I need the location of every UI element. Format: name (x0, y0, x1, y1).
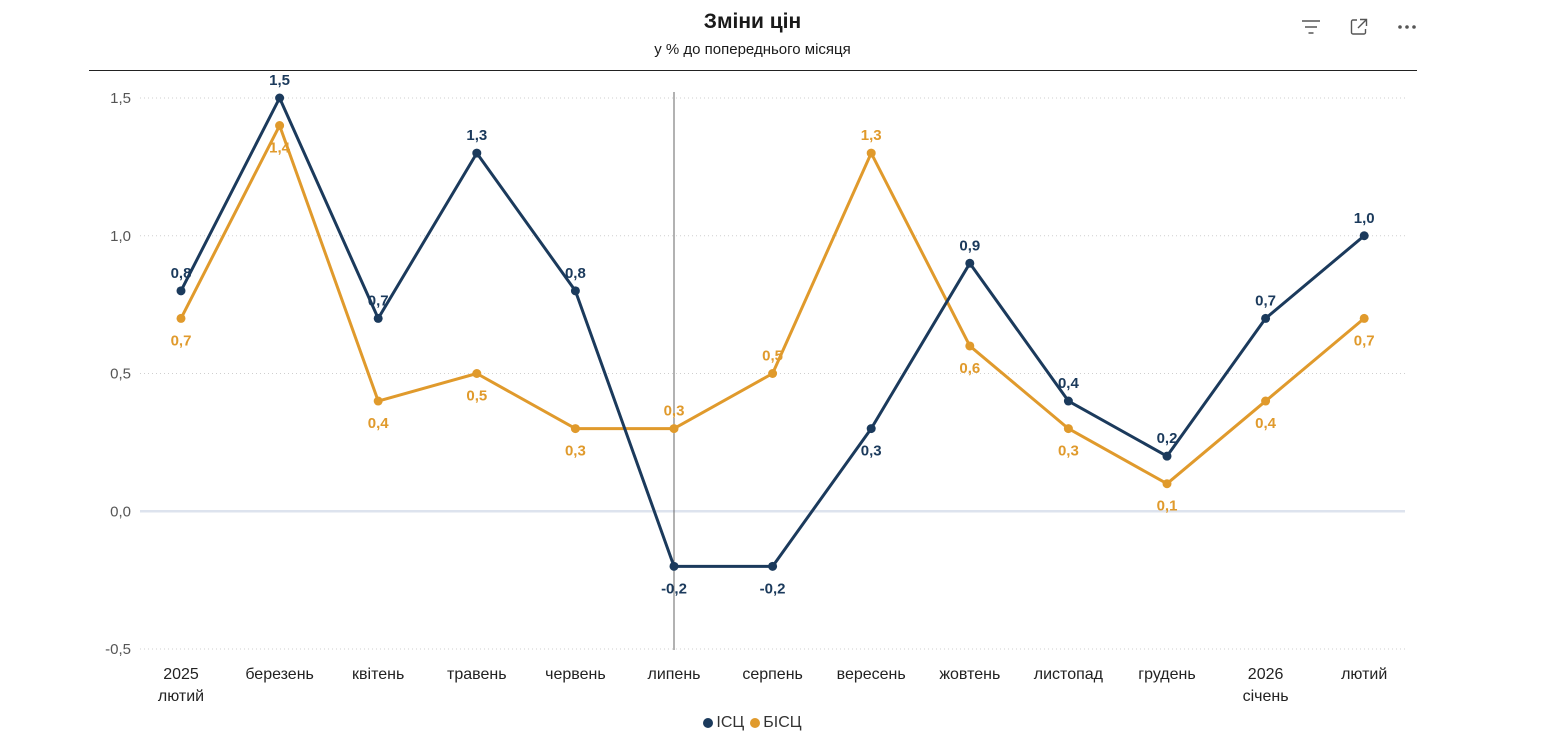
x-tick-label: листопад (1034, 666, 1104, 683)
x-tick-label: жовтень (939, 666, 1000, 683)
data-label: 0,4 (1255, 415, 1277, 432)
data-label: 1,5 (269, 72, 290, 89)
data-label: -0,2 (760, 580, 786, 597)
data-label: 0,5 (466, 388, 487, 405)
data-point (275, 93, 285, 103)
data-label: -0,2 (661, 580, 687, 597)
y-tick-label: 1,0 (110, 228, 131, 245)
data-point (1359, 231, 1369, 241)
data-label: 0,1 (1157, 498, 1178, 515)
x-tick-label: 2025 (163, 666, 199, 683)
filter-icon[interactable] (1298, 14, 1324, 40)
chart-subtitle: у % до попереднього місяця (654, 41, 851, 58)
data-point (1162, 451, 1172, 461)
data-point (1359, 313, 1369, 323)
y-tick-label: -0,5 (105, 641, 131, 658)
data-point (965, 341, 975, 351)
data-labels: 0,8 1,5 0,7 1,3 0,8 -0,2 -0,2 0,3 0,9 0,4 0,2 0,7 1,… (171, 72, 1375, 597)
data-point (768, 369, 778, 378)
data-label: 0,3 (565, 443, 586, 460)
data-point (965, 258, 975, 268)
x-tick-label: лютий (1341, 666, 1387, 683)
header-divider (89, 70, 1417, 71)
data-point (570, 424, 580, 434)
data-label: 1,3 (466, 127, 487, 144)
x-tick-label: грудень (1138, 666, 1195, 683)
y-tick-label: 0,0 (110, 503, 131, 520)
expand-icon[interactable] (1346, 14, 1372, 40)
x-tick-label: квітень (352, 666, 404, 683)
x-tick-label: липень (647, 666, 700, 683)
data-point (768, 561, 778, 571)
data-label: 0,7 (1255, 292, 1276, 309)
data-label: 0,7 (1354, 332, 1375, 349)
data-label: 1,3 (861, 127, 882, 144)
data-label: 0,3 (1058, 443, 1079, 460)
series-line-1 (179, 96, 1366, 568)
data-label: 0,6 (959, 360, 980, 377)
data-point (275, 121, 285, 131)
data-label: 0,5 (762, 348, 783, 365)
x-tick-label: серпень (742, 666, 803, 683)
x-tick-label: вересень (837, 666, 906, 683)
x-tick-label: січень (1243, 688, 1289, 705)
x-tick-label: березень (245, 666, 314, 683)
data-label: 0,4 (368, 415, 390, 432)
data-point (472, 148, 482, 158)
data-label: 0,7 (171, 332, 192, 349)
legend-item[interactable]: ІСЦ (703, 714, 744, 732)
data-point (1261, 313, 1271, 323)
y-tick-label: 1,5 (110, 90, 131, 107)
data-label: 0,3 (664, 403, 685, 420)
data-point (1063, 396, 1073, 406)
data-label: 0,2 (1157, 430, 1178, 447)
legend-marker-icon (750, 718, 761, 728)
legend-item[interactable]: БІСЦ (750, 714, 802, 732)
x-tick-label: травень (447, 666, 507, 683)
visual-toolbar (1298, 14, 1420, 40)
data-point (176, 286, 186, 296)
x-tick-label: червень (545, 666, 606, 683)
y-tick-label: 0,5 (110, 366, 131, 383)
data-label: 0,4 (1058, 375, 1080, 392)
data-label: 1,4 (269, 140, 291, 157)
data-point (176, 313, 186, 323)
data-point (373, 396, 383, 406)
data-point (570, 286, 580, 296)
data-label: 0,3 (861, 443, 882, 460)
data-point (866, 424, 876, 434)
data-point (866, 148, 876, 158)
data-label: 1,0 (1354, 210, 1375, 227)
data-label: 0,8 (171, 265, 192, 282)
data-point (373, 313, 383, 323)
x-axis: 2025 лютий березень квітень травень червень ли… (158, 666, 1387, 705)
y-axis: -0,5 0,0 0,5 1,0 1,5 (105, 90, 131, 658)
data-point (669, 561, 679, 571)
series-lines (179, 96, 1366, 568)
more-options-icon[interactable] (1394, 14, 1420, 40)
data-label: 0,7 (368, 292, 389, 309)
x-tick-label: 2026 (1248, 666, 1284, 683)
legend-marker-icon (703, 718, 714, 728)
data-label: 0,9 (959, 237, 980, 254)
data-point (1063, 424, 1073, 434)
chart-legend: ІСЦ БІСЦ (0, 714, 1505, 732)
data-point (472, 369, 482, 378)
chart-title: Зміни цін (703, 10, 802, 33)
data-point (1162, 479, 1172, 489)
series-points (176, 93, 1369, 571)
legend-label: БІСЦ (763, 714, 802, 731)
data-point (1261, 396, 1271, 406)
data-point (669, 424, 679, 434)
legend-label: ІСЦ (716, 714, 745, 731)
x-tick-label: лютий (158, 688, 204, 705)
data-label: 0,8 (565, 265, 586, 282)
